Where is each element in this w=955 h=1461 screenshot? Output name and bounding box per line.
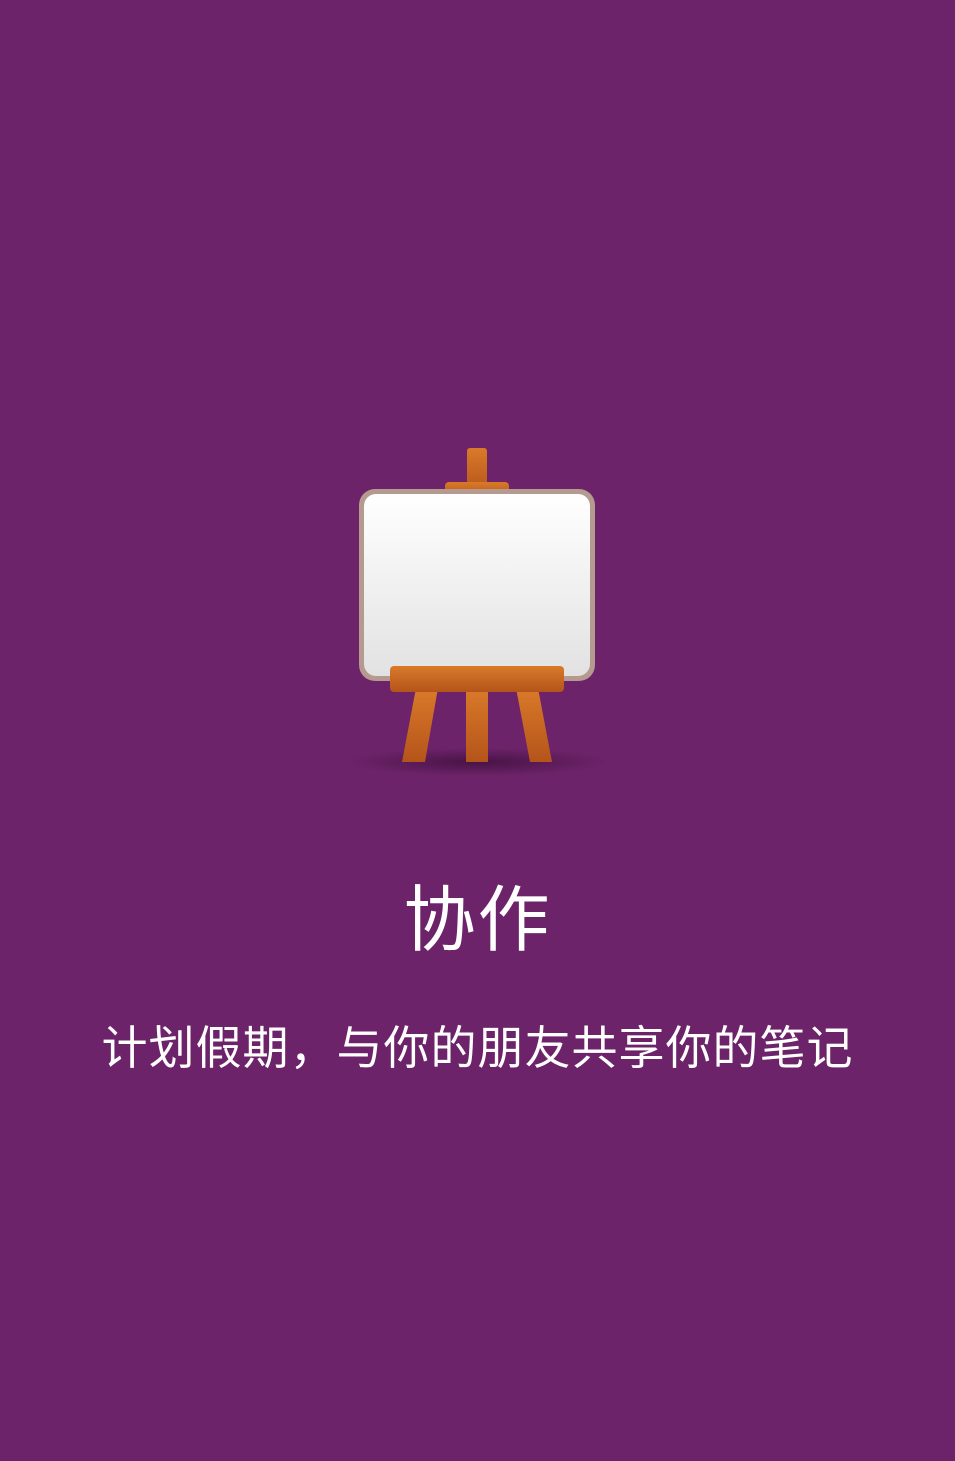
page-subtitle: 计划假期，与你的朋友共享你的笔记 [101,1021,854,1075]
easel-whiteboard-icon [348,448,608,776]
page-title: 协作 [403,878,552,962]
